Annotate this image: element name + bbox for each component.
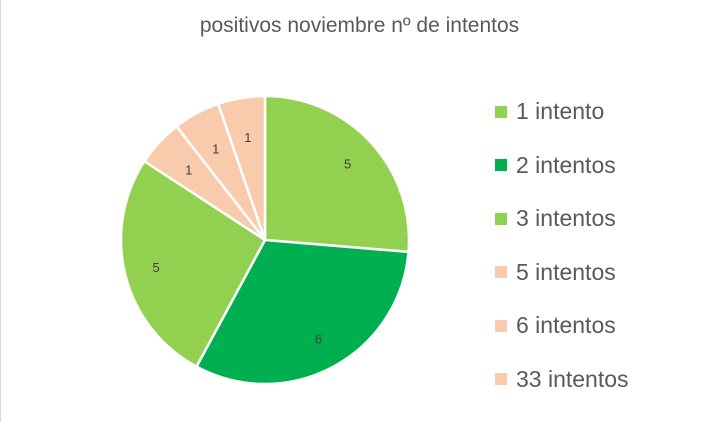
legend-swatch <box>495 159 507 172</box>
legend-item: 33 intentos <box>495 353 710 407</box>
legend-label: 6 intentos <box>516 312 616 339</box>
legend-swatch <box>495 212 507 225</box>
legend: 1 intento 2 intentos 3 intentos 5 intent… <box>495 85 710 406</box>
legend-swatch <box>495 373 507 386</box>
pie-slice <box>119 159 267 368</box>
legend-label: 33 intentos <box>516 365 629 392</box>
legend-swatch <box>495 266 507 279</box>
legend-item: 2 intentos <box>495 139 710 193</box>
legend-item: 3 intentos <box>495 192 710 246</box>
slice-data-label: 6 <box>315 331 322 346</box>
legend-label: 3 intentos <box>516 205 616 232</box>
legend-label: 5 intentos <box>516 258 616 285</box>
pie-slice <box>263 94 411 254</box>
legend-item: 6 intentos <box>495 299 710 353</box>
chart-title: positivos noviembre nº de intentos <box>199 14 520 37</box>
legend-label: 1 intento <box>516 98 605 125</box>
legend-swatch <box>495 105 507 118</box>
slice-data-label: 1 <box>185 162 192 177</box>
legend-item: 1 intento <box>495 85 710 139</box>
pie-slice <box>216 94 267 242</box>
slice-data-label: 1 <box>212 141 219 156</box>
slice-data-label: 5 <box>344 156 351 171</box>
pie-slice <box>195 238 410 386</box>
slice-data-label: 5 <box>152 260 159 275</box>
legend-label: 2 intentos <box>516 151 616 178</box>
legend-item: 5 intentos <box>495 246 710 300</box>
legend-swatch <box>495 319 507 332</box>
slice-data-label: 1 <box>244 130 251 145</box>
